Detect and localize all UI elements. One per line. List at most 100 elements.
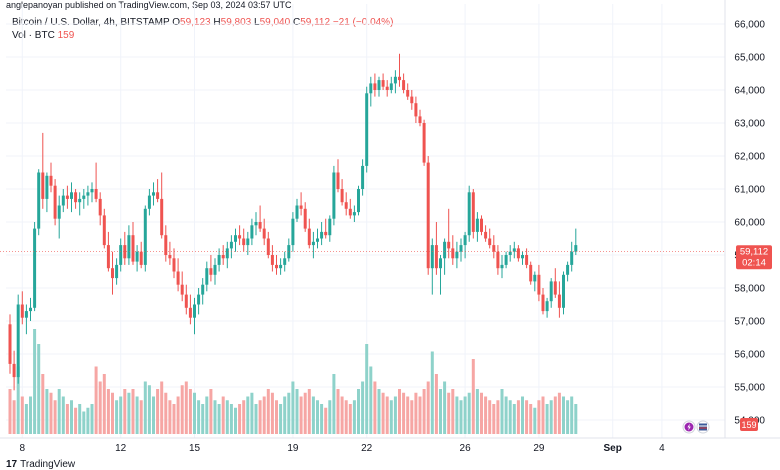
- volume-bar: [463, 396, 467, 434]
- candle-body: [98, 198, 102, 216]
- volume-bar: [525, 400, 529, 434]
- candle-body: [20, 304, 24, 318]
- volume-bar: [402, 392, 406, 434]
- candle: [156, 179, 160, 203]
- candle-body: [357, 189, 360, 213]
- candle: [377, 76, 381, 97]
- candle-body: [225, 248, 229, 259]
- candle: [324, 218, 328, 239]
- price-tick-label: 60,000: [734, 218, 765, 229]
- candle: [8, 314, 12, 374]
- candle: [41, 132, 45, 209]
- tradingview-footer[interactable]: 17 TradingView: [6, 459, 75, 470]
- time-tick-label: 22: [361, 443, 373, 454]
- volume-bar: [389, 400, 393, 434]
- candle: [242, 228, 246, 252]
- volume-bar: [307, 389, 311, 434]
- candle-body: [365, 93, 369, 166]
- volume-bar: [574, 404, 578, 434]
- candle: [336, 159, 340, 193]
- candle: [152, 182, 155, 206]
- volume-bar: [504, 396, 508, 434]
- volume-bar: [139, 400, 143, 434]
- candle-body: [90, 189, 94, 193]
- candle-body: [53, 185, 57, 219]
- candle: [512, 241, 516, 259]
- candle: [410, 90, 414, 110]
- high-value: 59,803: [220, 17, 252, 28]
- candle-body: [480, 218, 483, 232]
- volume-bar: [398, 389, 401, 434]
- candle-body: [123, 245, 127, 259]
- candle: [361, 159, 365, 196]
- candle: [533, 271, 537, 292]
- candle: [398, 53, 401, 87]
- volume-bar: [135, 396, 139, 434]
- candle: [238, 225, 242, 246]
- candle: [434, 222, 438, 275]
- candle: [352, 205, 356, 222]
- volume-bar: [94, 366, 98, 434]
- candle-body: [422, 123, 426, 163]
- volume-bar: [147, 385, 151, 434]
- volume-bar: [37, 344, 41, 434]
- candle-body: [275, 264, 278, 269]
- volume-bar: [102, 374, 106, 434]
- candle: [455, 241, 459, 269]
- volume-bar: [143, 381, 147, 434]
- candle: [451, 235, 455, 265]
- candle-body: [332, 172, 336, 219]
- candle-body: [156, 192, 160, 199]
- volume-bar: [201, 404, 205, 434]
- candle-body: [340, 189, 344, 203]
- volume-bar: [521, 396, 524, 434]
- candle-body: [262, 228, 266, 239]
- price-tick-label: 55,000: [734, 383, 765, 394]
- candle: [418, 109, 422, 127]
- candle-body: [447, 241, 451, 249]
- price-tick-label: 56,000: [734, 350, 765, 361]
- candle-body: [418, 116, 422, 123]
- candle: [348, 198, 352, 219]
- flag-icon[interactable]: [696, 420, 710, 434]
- volume-bar: [8, 389, 12, 434]
- volume-bar: [451, 389, 455, 434]
- candle-body: [254, 222, 258, 226]
- time-tick-label: 12: [115, 443, 127, 454]
- volume-bar: [156, 389, 160, 434]
- candle-body: [37, 172, 41, 229]
- candle: [357, 185, 360, 216]
- candle-body: [549, 281, 553, 302]
- candle-body: [234, 235, 237, 242]
- candle: [115, 258, 119, 285]
- candle: [467, 185, 471, 242]
- candle: [254, 212, 258, 236]
- candle: [525, 248, 529, 269]
- candle: [447, 208, 451, 259]
- volume-bar: [332, 374, 336, 434]
- volume-bar: [176, 396, 180, 434]
- candle: [562, 271, 565, 315]
- candle-body: [512, 248, 516, 252]
- volume-bar: [70, 400, 73, 434]
- price-tick-label: 65,000: [734, 53, 765, 64]
- candle-body: [434, 245, 438, 269]
- price-axis[interactable]: 66,000 65,000 64,000 63,000 62,000 61,000 60,0…: [734, 20, 765, 427]
- volume-bar: [41, 374, 45, 434]
- candle: [70, 182, 73, 213]
- candle: [180, 271, 184, 302]
- candle-body: [557, 294, 561, 308]
- volume-bar: [537, 400, 541, 434]
- candle-body: [201, 284, 205, 295]
- volume-bar: [131, 389, 135, 434]
- volume-bar: [180, 385, 184, 434]
- candle: [545, 297, 549, 318]
- candle: [287, 238, 291, 262]
- volume-bar: [49, 392, 53, 434]
- last-price-tag: 59,112 02:14: [736, 245, 772, 270]
- time-axis[interactable]: 8 12 15 19 22 26 29 Sep 4: [20, 443, 666, 454]
- lightning-icon[interactable]: [682, 420, 696, 434]
- volume-tag-background: [740, 418, 758, 431]
- candle: [262, 218, 266, 246]
